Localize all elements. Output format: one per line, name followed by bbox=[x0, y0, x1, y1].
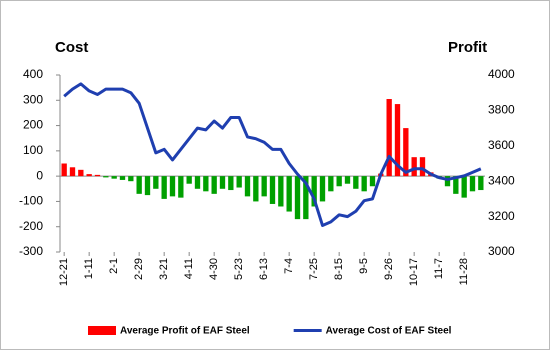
bar bbox=[119, 176, 126, 180]
bar bbox=[103, 176, 109, 178]
y2-tick-label: 3800 bbox=[488, 103, 515, 117]
bar bbox=[194, 176, 201, 189]
bar bbox=[361, 176, 367, 192]
bar bbox=[444, 176, 451, 187]
bar bbox=[61, 163, 67, 177]
x-tick-label: 9-26 bbox=[383, 258, 395, 280]
legend-label: Average Profit of EAF Steel bbox=[120, 326, 250, 337]
bar bbox=[128, 176, 134, 182]
bar bbox=[328, 176, 334, 192]
x-tick-label: 2-1 bbox=[108, 258, 120, 274]
y-tick-label: 100 bbox=[23, 143, 43, 157]
bar bbox=[169, 176, 176, 197]
bar bbox=[261, 176, 267, 197]
bar bbox=[178, 176, 184, 198]
bar bbox=[469, 176, 476, 192]
bar bbox=[344, 176, 351, 184]
y2-tick-label: 3200 bbox=[488, 209, 515, 223]
bar bbox=[78, 169, 84, 177]
line bbox=[63, 82, 482, 227]
x-tick-label: 6-13 bbox=[258, 258, 270, 280]
bar bbox=[228, 176, 234, 191]
bar bbox=[269, 176, 276, 204]
bar bbox=[336, 176, 342, 187]
legend-label: Average Cost of EAF Steel bbox=[326, 326, 452, 337]
bar bbox=[111, 176, 117, 179]
y-tick-label: 300 bbox=[23, 92, 43, 106]
y-tick-label: -300 bbox=[19, 244, 43, 258]
bar bbox=[386, 99, 392, 177]
bar bbox=[219, 176, 226, 189]
y-tick-label: -100 bbox=[19, 194, 43, 208]
bar bbox=[403, 128, 409, 177]
bar bbox=[253, 176, 259, 202]
y-tick-label: 400 bbox=[23, 67, 43, 81]
x-tick-label: 5-23 bbox=[233, 258, 245, 280]
x-tick-label: 3-21 bbox=[158, 258, 170, 280]
y2-tick-label: 3000 bbox=[488, 244, 515, 258]
bar bbox=[144, 176, 151, 196]
bar bbox=[186, 176, 192, 184]
x-tick-label: 4-11 bbox=[183, 258, 195, 279]
bar bbox=[286, 176, 292, 212]
bar bbox=[294, 176, 301, 220]
x-tick-label: 12-21 bbox=[58, 258, 70, 286]
bar bbox=[311, 176, 317, 207]
y2-tick-label: 3600 bbox=[488, 138, 515, 152]
y-axis-title: Cost bbox=[55, 39, 88, 56]
bar bbox=[353, 176, 359, 189]
bar bbox=[161, 176, 167, 199]
bar bbox=[453, 176, 459, 194]
x-tick-label: 4-30 bbox=[208, 258, 220, 280]
x-tick-label: 7-4 bbox=[283, 258, 295, 274]
bar bbox=[203, 176, 209, 192]
legend-swatch bbox=[88, 326, 116, 335]
bar bbox=[461, 176, 467, 198]
bar bbox=[244, 176, 251, 197]
y-tick-label: -200 bbox=[19, 219, 43, 233]
bar bbox=[303, 176, 309, 220]
x-tick-label: 7-25 bbox=[308, 258, 320, 280]
bar bbox=[394, 104, 401, 177]
bar bbox=[94, 174, 101, 177]
bar bbox=[319, 176, 326, 202]
bar bbox=[69, 167, 76, 177]
y2-tick-label: 4000 bbox=[488, 67, 515, 81]
x-tick-label: 8-15 bbox=[333, 258, 345, 280]
bar bbox=[86, 174, 92, 177]
x-tick-label: 2-29 bbox=[133, 258, 145, 280]
bar bbox=[411, 157, 417, 177]
x-tick-label: 11-7 bbox=[433, 258, 445, 279]
bar bbox=[278, 176, 284, 207]
x-tick-label: 1-11 bbox=[83, 258, 95, 279]
bar bbox=[478, 176, 484, 191]
x-tick-label: 11-28 bbox=[458, 258, 470, 285]
bar bbox=[236, 176, 242, 188]
bar bbox=[369, 176, 376, 187]
bar bbox=[211, 176, 217, 194]
y-tick-label: 200 bbox=[23, 118, 43, 132]
y-tick-label: 0 bbox=[36, 168, 43, 182]
x-tick-label: 9-5 bbox=[358, 258, 370, 274]
bar bbox=[153, 176, 159, 189]
y2-tick-label: 3400 bbox=[488, 173, 515, 187]
bar bbox=[136, 176, 142, 194]
y2-axis-title: Profit bbox=[448, 39, 487, 56]
bar bbox=[419, 157, 426, 177]
x-tick-label: 10-17 bbox=[408, 258, 420, 286]
